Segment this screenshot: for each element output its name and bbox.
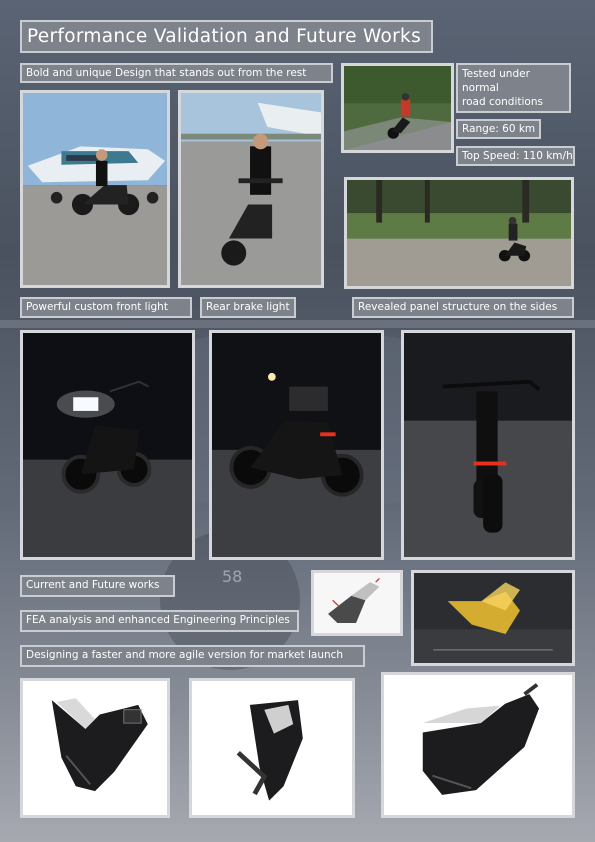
render-design-2 bbox=[189, 678, 355, 818]
photo-night-rear-light bbox=[209, 330, 384, 560]
page-title: Performance Validation and Future Works bbox=[20, 20, 433, 53]
label-top-speed: Top Speed: 110 km/h bbox=[456, 146, 575, 166]
photo-riding-road bbox=[341, 63, 454, 153]
label-future-works: Current and Future works bbox=[20, 575, 175, 597]
photo-bike-with-airplane-2 bbox=[178, 90, 324, 288]
render-fea-small bbox=[311, 570, 403, 636]
label-tested: Tested under normal road conditions bbox=[456, 63, 571, 113]
label-rear-light: Rear brake light bbox=[200, 297, 296, 318]
label-fea-analysis: FEA analysis and enhanced Engineering Pr… bbox=[20, 610, 299, 632]
label-range: Range: 60 km bbox=[456, 119, 541, 139]
label-tested-line3: road conditions bbox=[462, 96, 543, 108]
photo-night-panel-structure bbox=[401, 330, 575, 560]
label-tested-line2: normal bbox=[462, 82, 499, 94]
render-fea-yellow bbox=[411, 570, 575, 666]
photo-riding-forest bbox=[344, 177, 574, 289]
label-front-light: Powerful custom front light bbox=[20, 297, 192, 318]
photo-night-front-light bbox=[20, 330, 195, 560]
background-number: 58 bbox=[222, 567, 242, 586]
label-tested-line1: Tested under bbox=[462, 68, 530, 80]
label-design: Bold and unique Design that stands out f… bbox=[20, 63, 333, 83]
render-design-3 bbox=[381, 672, 575, 818]
photo-bike-with-airplane-1 bbox=[20, 90, 170, 288]
render-design-1 bbox=[20, 678, 170, 818]
label-faster-version: Designing a faster and more agile versio… bbox=[20, 645, 365, 667]
label-panel-structure: Revealed panel structure on the sides bbox=[352, 297, 574, 318]
